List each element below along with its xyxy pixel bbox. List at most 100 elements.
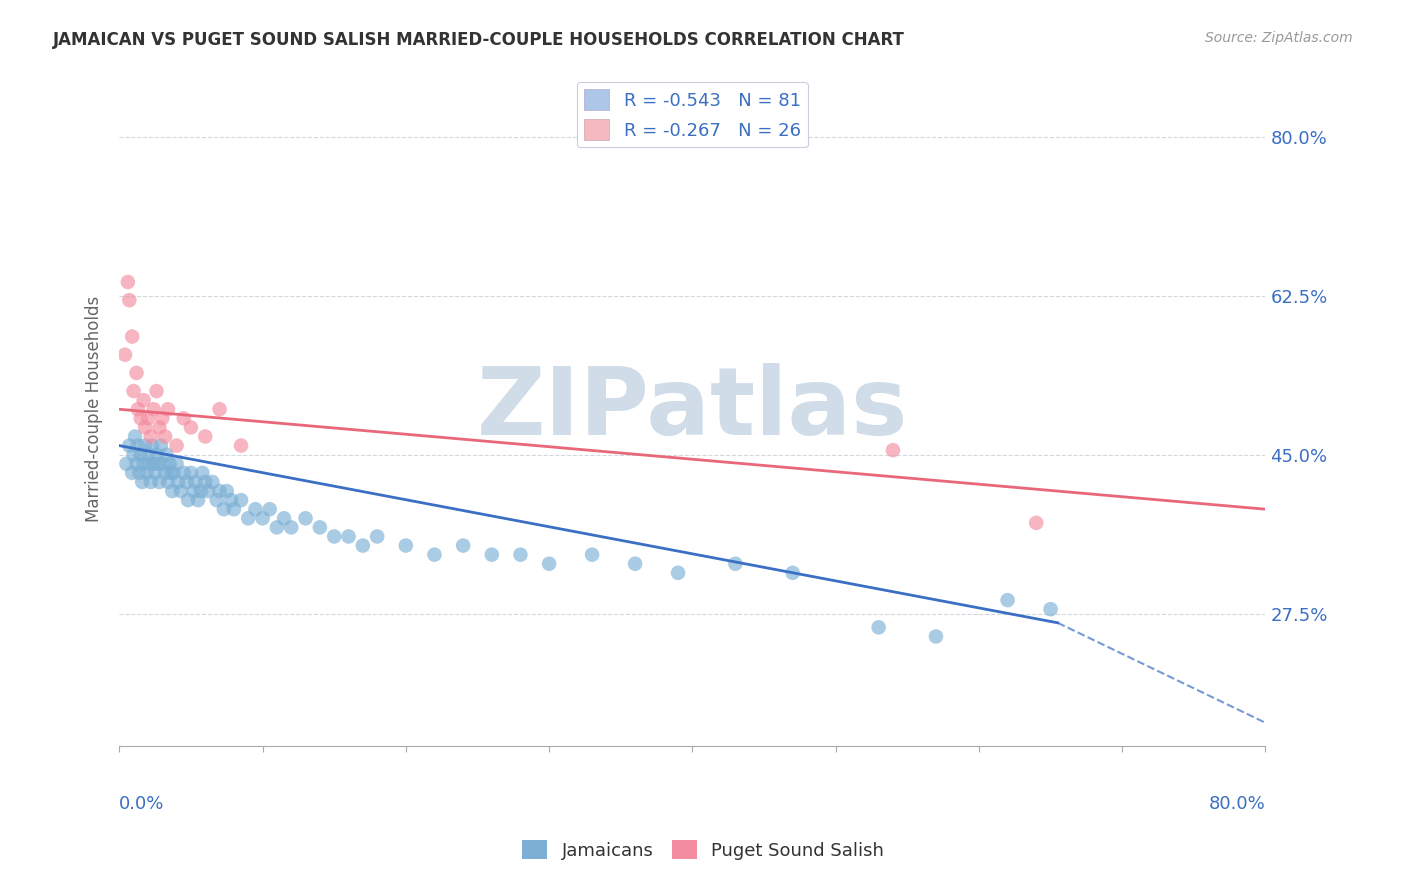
- Point: [115, 457, 138, 471]
- Point: [129, 448, 152, 462]
- Point: [145, 448, 167, 462]
- Point: [157, 457, 180, 471]
- Point: [423, 548, 446, 562]
- Point: [162, 483, 184, 498]
- Point: [173, 411, 195, 425]
- Point: [156, 475, 179, 489]
- Point: [127, 439, 149, 453]
- Point: [782, 566, 804, 580]
- Point: [624, 557, 647, 571]
- Point: [215, 483, 238, 498]
- Point: [323, 529, 346, 543]
- Point: [136, 411, 159, 425]
- Point: [118, 293, 141, 308]
- Point: [160, 466, 183, 480]
- Point: [666, 566, 689, 580]
- Point: [180, 420, 202, 434]
- Point: [176, 475, 198, 489]
- Point: [156, 402, 179, 417]
- Point: [150, 457, 173, 471]
- Point: [134, 439, 156, 453]
- Point: [1025, 516, 1047, 530]
- Point: [125, 457, 148, 471]
- Point: [308, 520, 330, 534]
- Point: [139, 429, 162, 443]
- Point: [121, 466, 143, 480]
- Text: JAMAICAN VS PUGET SOUND SALISH MARRIED-COUPLE HOUSEHOLDS CORRELATION CHART: JAMAICAN VS PUGET SOUND SALISH MARRIED-C…: [53, 31, 905, 49]
- Point: [229, 439, 252, 453]
- Point: [153, 466, 176, 480]
- Point: [117, 275, 139, 289]
- Point: [122, 384, 145, 398]
- Point: [155, 448, 177, 462]
- Text: Source: ZipAtlas.com: Source: ZipAtlas.com: [1205, 31, 1353, 45]
- Point: [170, 483, 193, 498]
- Point: [395, 539, 418, 553]
- Point: [138, 457, 160, 471]
- Point: [124, 429, 146, 443]
- Point: [153, 429, 176, 443]
- Point: [148, 420, 170, 434]
- Point: [132, 457, 155, 471]
- Point: [366, 529, 388, 543]
- Point: [122, 448, 145, 462]
- Point: [136, 448, 159, 462]
- Point: [166, 457, 188, 471]
- Point: [135, 466, 157, 480]
- Point: [145, 384, 167, 398]
- Point: [125, 366, 148, 380]
- Point: [194, 429, 217, 443]
- Point: [925, 630, 948, 644]
- Point: [134, 420, 156, 434]
- Point: [724, 557, 747, 571]
- Point: [229, 493, 252, 508]
- Point: [581, 548, 603, 562]
- Point: [142, 457, 165, 471]
- Point: [481, 548, 503, 562]
- Point: [294, 511, 316, 525]
- Text: 80.0%: 80.0%: [1209, 796, 1265, 814]
- Point: [127, 402, 149, 417]
- Point: [149, 439, 172, 453]
- Point: [538, 557, 561, 571]
- Point: [238, 511, 260, 525]
- Point: [187, 493, 209, 508]
- Point: [190, 483, 212, 498]
- Point: [167, 475, 190, 489]
- Point: [259, 502, 281, 516]
- Point: [148, 475, 170, 489]
- Point: [882, 443, 904, 458]
- Point: [212, 502, 235, 516]
- Point: [273, 511, 295, 525]
- Point: [143, 466, 166, 480]
- Point: [997, 593, 1019, 607]
- Point: [201, 475, 224, 489]
- Point: [139, 475, 162, 489]
- Point: [1039, 602, 1062, 616]
- Point: [150, 411, 173, 425]
- Point: [146, 457, 169, 471]
- Point: [129, 411, 152, 425]
- Point: [208, 402, 231, 417]
- Point: [208, 483, 231, 498]
- Point: [337, 529, 360, 543]
- Legend: Jamaicans, Puget Sound Salish: Jamaicans, Puget Sound Salish: [515, 833, 891, 867]
- Point: [166, 439, 188, 453]
- Point: [191, 466, 214, 480]
- Text: 0.0%: 0.0%: [120, 796, 165, 814]
- Point: [128, 466, 150, 480]
- Point: [197, 483, 219, 498]
- Point: [132, 393, 155, 408]
- Y-axis label: Married-couple Households: Married-couple Households: [86, 296, 103, 523]
- Point: [142, 402, 165, 417]
- Point: [509, 548, 531, 562]
- Point: [451, 539, 474, 553]
- Point: [180, 466, 202, 480]
- Legend: R = -0.543   N = 81, R = -0.267   N = 26: R = -0.543 N = 81, R = -0.267 N = 26: [576, 82, 808, 147]
- Point: [118, 439, 141, 453]
- Point: [194, 475, 217, 489]
- Point: [252, 511, 274, 525]
- Point: [114, 348, 136, 362]
- Point: [173, 466, 195, 480]
- Point: [205, 493, 228, 508]
